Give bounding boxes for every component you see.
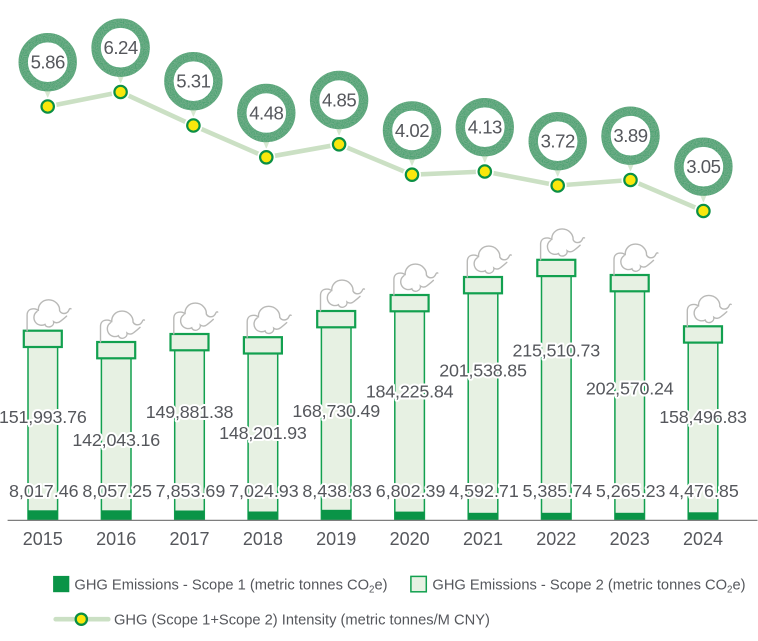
svg-text:3.72: 3.72 <box>541 131 575 152</box>
svg-text:168,730.49: 168,730.49 <box>292 401 380 421</box>
svg-text:2015: 2015 <box>23 529 63 549</box>
svg-text:7,024.93: 7,024.93 <box>229 481 299 501</box>
svg-text:4,476.85: 4,476.85 <box>669 481 739 501</box>
svg-text:148,201.93: 148,201.93 <box>219 423 307 443</box>
svg-text:8,438.83: 8,438.83 <box>302 481 372 501</box>
svg-text:5,265.23: 5,265.23 <box>596 481 666 501</box>
svg-text:4.48: 4.48 <box>249 102 283 123</box>
svg-text:4,592.71: 4,592.71 <box>449 481 519 501</box>
svg-text:3.89: 3.89 <box>613 125 647 146</box>
svg-text:7,853.69: 7,853.69 <box>156 481 226 501</box>
svg-text:8,017.46: 8,017.46 <box>9 481 79 501</box>
svg-text:5.86: 5.86 <box>31 52 65 73</box>
svg-text:149,881.38: 149,881.38 <box>146 402 234 422</box>
svg-text:158,496.83: 158,496.83 <box>659 407 747 427</box>
svg-text:215,510.73: 215,510.73 <box>513 340 601 360</box>
svg-text:6.24: 6.24 <box>103 37 137 58</box>
svg-text:201,538.85: 201,538.85 <box>439 360 527 380</box>
svg-text:202,570.24: 202,570.24 <box>586 378 674 398</box>
svg-text:5.31: 5.31 <box>176 71 210 92</box>
svg-text:2023: 2023 <box>610 529 650 549</box>
svg-text:8,057.25: 8,057.25 <box>82 481 152 501</box>
svg-text:184,225.84: 184,225.84 <box>366 381 454 401</box>
svg-text:4.85: 4.85 <box>322 89 356 110</box>
svg-text:3.05: 3.05 <box>686 156 720 177</box>
svg-text:2019: 2019 <box>316 529 356 549</box>
svg-text:142,043.16: 142,043.16 <box>72 430 160 450</box>
svg-text:GHG (Scope 1+Scope 2) Intensit: GHG (Scope 1+Scope 2) Intensity (metric … <box>114 612 490 628</box>
svg-text:GHG Emissions - Scope 1 (metri: GHG Emissions - Scope 1 (metric tonnes C… <box>74 577 387 595</box>
svg-text:5,385.74: 5,385.74 <box>522 481 592 501</box>
svg-text:2022: 2022 <box>536 529 576 549</box>
svg-text:2024: 2024 <box>683 529 723 549</box>
svg-text:4.13: 4.13 <box>468 117 502 138</box>
svg-text:2021: 2021 <box>463 529 503 549</box>
svg-text:151,993.76: 151,993.76 <box>0 407 87 427</box>
svg-text:GHG Emissions - Scope 2 (metri: GHG Emissions - Scope 2 (metric tonnes C… <box>432 577 745 595</box>
svg-text:2017: 2017 <box>169 529 209 549</box>
svg-text:2020: 2020 <box>390 529 430 549</box>
svg-text:2016: 2016 <box>96 529 136 549</box>
svg-text:6,802.39: 6,802.39 <box>376 481 446 501</box>
svg-text:2018: 2018 <box>243 529 283 549</box>
svg-text:4.02: 4.02 <box>395 120 429 141</box>
